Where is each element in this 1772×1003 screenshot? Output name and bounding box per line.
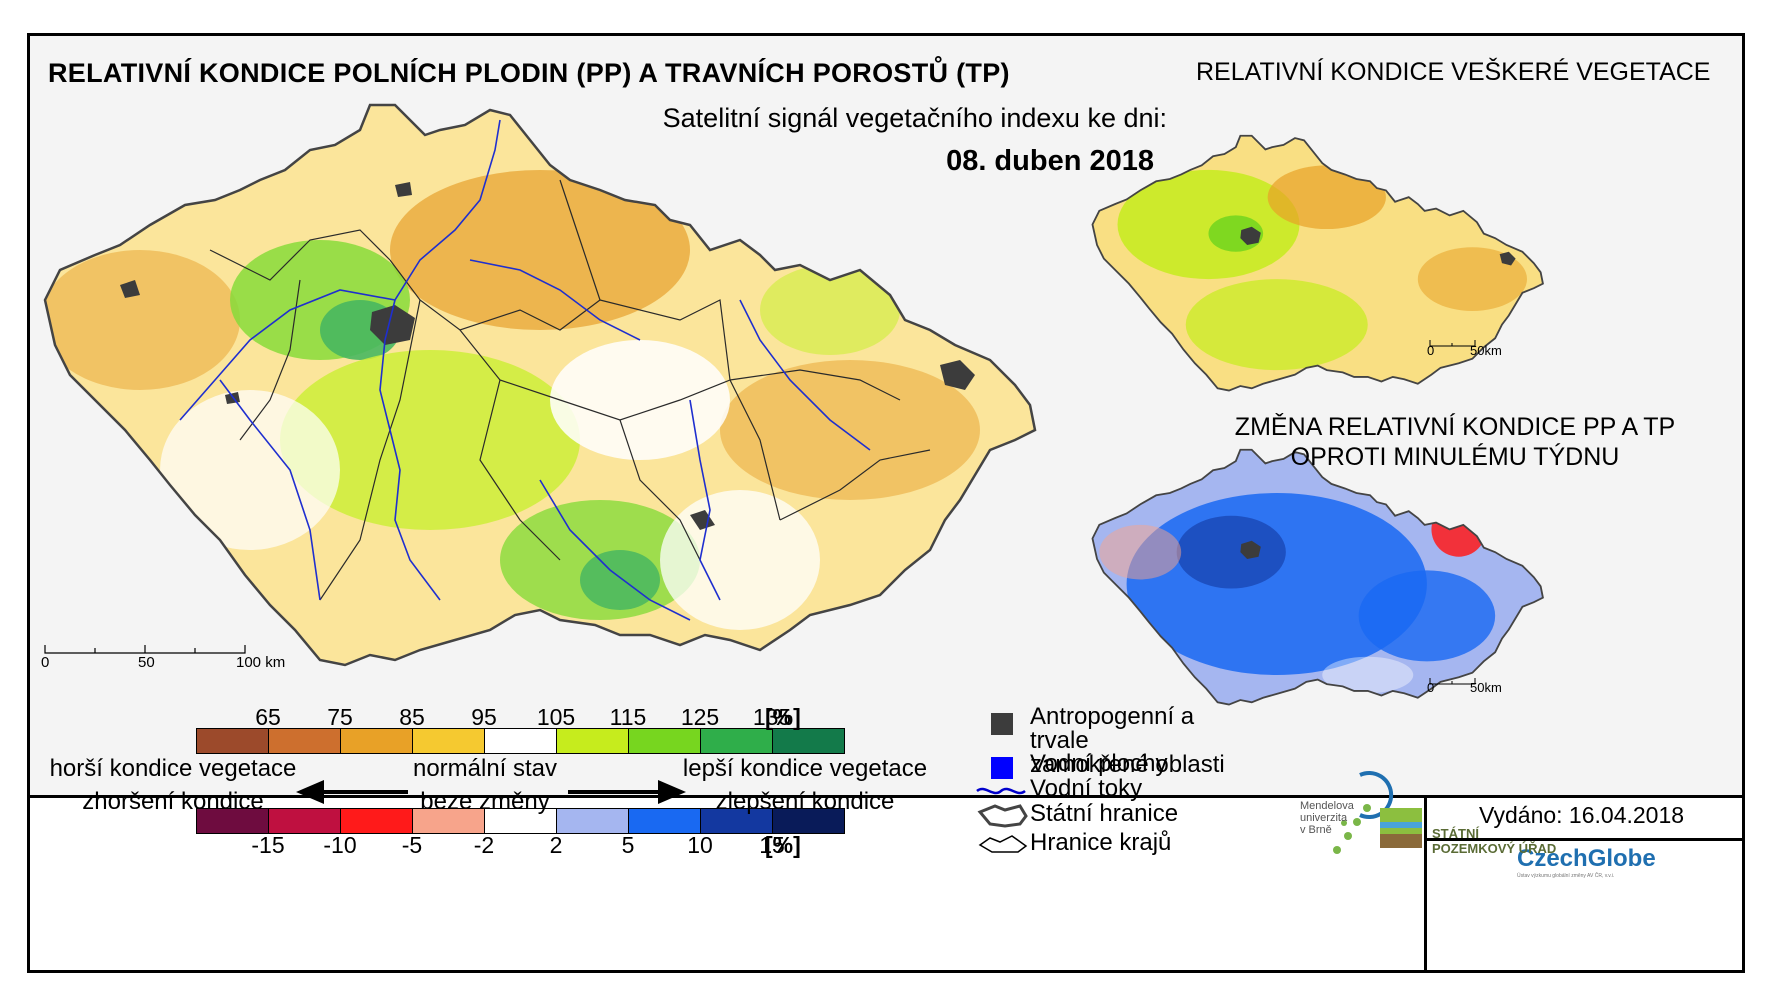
spu-line2: POZEMKOVÝ ÚŘAD	[1432, 841, 1557, 856]
normal-label: normální stav beze změny	[400, 752, 570, 818]
condition-tick-label: 115	[609, 704, 647, 730]
change-map-title-line2: OPROTI MINULÉMU TÝDNU	[1290, 443, 1620, 471]
better-label-line1: lepší kondice vegetace	[682, 755, 928, 782]
change-swatch	[484, 808, 557, 834]
small-scale-label-50b: 50km	[1470, 680, 1502, 695]
condition-swatch	[556, 728, 629, 754]
worse-label: horší kondice vegetace zhoršení kondice	[48, 752, 298, 818]
scale-label-0: 0	[41, 654, 50, 671]
small-scale-label-0b: 0	[1427, 680, 1435, 695]
water-legend-icon	[991, 757, 1013, 779]
change-swatch	[628, 808, 701, 834]
change-swatch	[772, 808, 845, 834]
normal-label-line1: normální stav	[412, 755, 558, 782]
condition-swatch	[628, 728, 701, 754]
legend-vertical-divider	[1424, 795, 1427, 973]
small-scale-bars	[1429, 340, 1476, 685]
spu-logo-text: STÁTNÍ POZEMKOVÝ ÚŘAD	[1432, 826, 1556, 856]
czechglobe-logo-text: CzechGlobe	[1517, 845, 1656, 872]
change-swatch	[268, 808, 341, 834]
condition-swatch	[268, 728, 341, 754]
worse-label-line2: zhoršení kondice	[82, 788, 264, 815]
state-border-legend-icon	[977, 804, 1028, 828]
map-title: RELATIVNÍ KONDICE POLNÍCH PLODIN (PP) A …	[48, 58, 1010, 88]
scale-label-50: 50	[138, 654, 155, 671]
main-scale-bar	[44, 645, 246, 654]
region-borders	[209, 179, 931, 601]
czechglobe-logo-icon	[1359, 771, 1394, 819]
small-scale-label-50: 50km	[1470, 343, 1502, 358]
change-swatch	[700, 808, 773, 834]
legend-rivers-label: Vodní toky	[1030, 775, 1143, 802]
czechglobe-logo: CzechGlobe Ústav výzkumu globální změny …	[1517, 845, 1656, 879]
change-map-title: ZMĚNA RELATIVNÍ KONDICE PP A TP OPROTI M…	[1195, 412, 1715, 472]
region-border-legend-icon	[978, 835, 1028, 853]
condition-tick-label: 125	[680, 704, 720, 730]
change-swatch	[412, 808, 485, 834]
spu-logo-icon	[1380, 808, 1422, 848]
mendel-line2: univerzita	[1300, 812, 1348, 824]
legend-anthro-label: Antropogenní a trvale zamokřené oblasti	[1030, 705, 1250, 777]
issued-divider	[1424, 838, 1742, 841]
mendel-logo-icon	[1333, 804, 1371, 854]
condition-swatch	[772, 728, 845, 754]
change-unit: [%]	[765, 832, 801, 858]
change-tick-label: 15	[759, 832, 785, 858]
better-label: lepší kondice vegetace zlepšení kondice	[680, 752, 930, 818]
map-date: 08. duben 2018	[946, 145, 1154, 177]
change-colorbar	[196, 808, 845, 834]
condition-colorbar	[196, 728, 845, 754]
better-label-line2: zlepšení kondice	[715, 788, 895, 815]
change-tick-label: -2	[473, 832, 495, 858]
condition-unit: [%]	[765, 704, 801, 730]
condition-tick-label: 75	[327, 704, 353, 730]
change-tick-label: -15	[251, 832, 285, 858]
legend-symbols	[976, 713, 1028, 853]
change-swatch	[556, 808, 629, 834]
legend-anthro-line2: zamokřené oblasti	[1030, 751, 1225, 778]
change-tick-label: -10	[323, 832, 357, 858]
small-scale-label-0: 0	[1427, 343, 1435, 358]
condition-swatch	[484, 728, 557, 754]
mendel-logo-text: Mendelova univerzita v Brně	[1300, 800, 1354, 836]
condition-swatch	[700, 728, 773, 754]
mendel-line3: v Brně	[1300, 824, 1332, 836]
river-legend-icon	[976, 787, 1026, 795]
czechglobe-logo-subtext: Ústav výzkumu globální změny AV ČR, v.v.…	[1517, 873, 1615, 879]
condition-tick-label: 95	[471, 704, 497, 730]
normal-label-line2: beze změny	[420, 788, 550, 815]
logo-shapes	[1333, 771, 1422, 854]
condition-tick-label: 85	[399, 704, 425, 730]
condition-tick-label: 65	[255, 704, 281, 730]
condition-swatch	[340, 728, 413, 754]
main-rivers	[179, 119, 871, 621]
map-subtitle: Satelitní signál vegetačního indexu ke d…	[662, 103, 1167, 133]
mendel-line1: Mendelova	[1300, 800, 1354, 812]
legend-divider	[30, 795, 1742, 798]
condition-tick-label: 135	[752, 704, 792, 730]
legend-water-label: Vodní plochy	[1030, 750, 1168, 777]
change-map-title-line1: ZMĚNA RELATIVNÍ KONDICE PP A TP	[1234, 413, 1676, 441]
issued-date: Vydáno: 16.04.2018	[1479, 802, 1685, 828]
spu-line1: STÁTNÍ	[1432, 826, 1479, 841]
condition-tick-label: 105	[536, 704, 576, 730]
condition-swatch	[196, 728, 269, 754]
scale-label-100: 100 km	[236, 654, 286, 671]
legend-state-border-label: Státní hranice	[1030, 800, 1179, 827]
direction-arrows	[296, 780, 686, 804]
condition-change-map	[1091, 448, 1544, 706]
change-tick-label: 2	[549, 832, 563, 858]
vegetation-map-title: RELATIVNÍ KONDICE VEŠKERÉ VEGETACE	[1196, 58, 1711, 86]
worse-label-line1: horší kondice vegetace	[49, 755, 297, 782]
legend-anthro-line1: Antropogenní a trvale	[1030, 703, 1195, 754]
change-tick-label: 5	[621, 832, 635, 858]
legend-region-border-label: Hranice krajů	[1030, 829, 1172, 856]
change-tick-label: 10	[687, 832, 713, 858]
anthro-legend-icon	[991, 713, 1013, 735]
change-tick-label: -5	[401, 832, 423, 858]
condition-swatch	[412, 728, 485, 754]
